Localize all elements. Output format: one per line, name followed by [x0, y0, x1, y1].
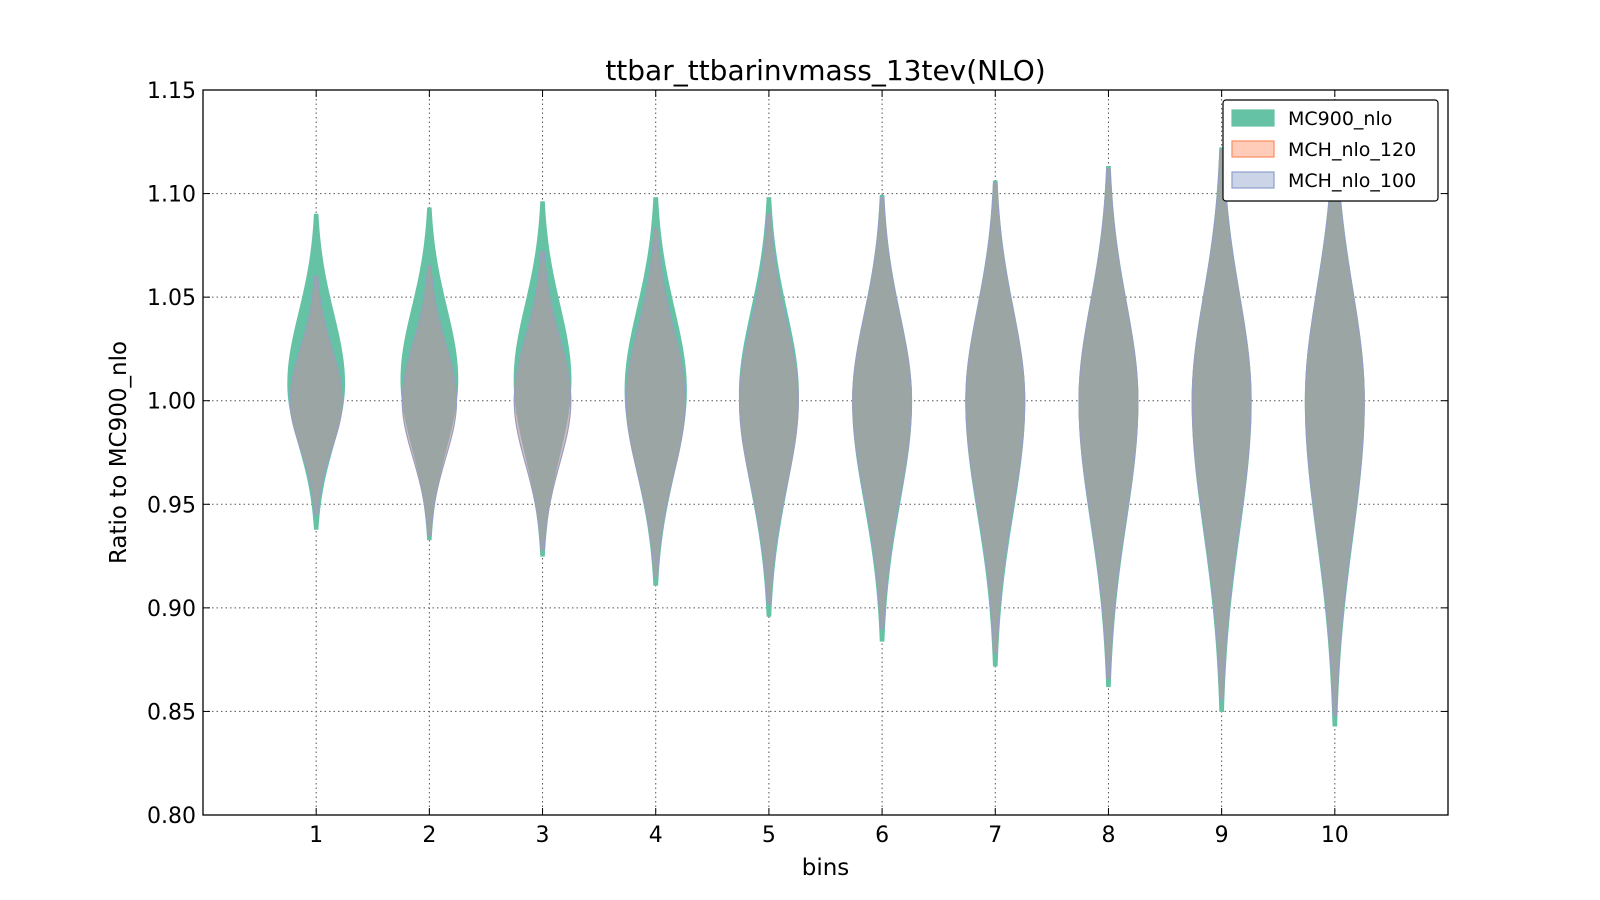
y-tick-label: 1.15 [147, 79, 196, 104]
violin-MC900_nlo-bin-7 [965, 180, 1026, 667]
x-tick-label: 1 [309, 823, 323, 848]
violin-MCH_nlo_100-bin-1 [289, 275, 343, 516]
x-tick-label: 6 [875, 823, 889, 848]
legend: MC900_nlo MCH_nlo_120 MCH_nlo_100 [1222, 99, 1439, 202]
legend-box [1222, 99, 1439, 202]
x-tick-label: 8 [1101, 823, 1115, 848]
series-MC900_nlo [287, 134, 1365, 727]
y-tick-label: 0.85 [147, 700, 196, 725]
y-axis-label: Ratio to MC900_nlo [106, 341, 132, 564]
y-tick-label: 1.05 [147, 286, 196, 311]
legend-swatch-MCH_nlo_120 [1231, 140, 1275, 158]
chart-title: ttbar_ttbarinvmass_13tev(NLO) [605, 54, 1045, 87]
y-tick-label: 1.10 [147, 183, 196, 208]
violin-MCH_nlo_100-bin-5 [739, 213, 799, 605]
x-tick-label: 7 [988, 823, 1002, 848]
violin-MCH_nlo_100-bin-9 [1191, 149, 1252, 700]
y-tick-label: 1.00 [147, 390, 196, 415]
violin-MCH_nlo_100-bin-4 [625, 228, 686, 578]
y-tick-label: 0.90 [147, 597, 196, 622]
axis-ticks: 0.80 0.85 0.90 0.95 1.00 1.05 1.10 1.15 1 2 3 4 5 6 7 8… [147, 79, 1448, 848]
series-MCH_nlo_100 [289, 137, 1365, 717]
x-tick-label: 3 [536, 823, 550, 848]
x-tick-label: 10 [1321, 823, 1349, 848]
x-tick-label: 9 [1215, 823, 1229, 848]
legend-swatch-MC900_nlo [1231, 109, 1275, 127]
violins [287, 134, 1365, 727]
legend-label-MCH_nlo_100: MCH_nlo_100 [1288, 170, 1416, 192]
violin-MCH_nlo_100-bin-6 [852, 197, 913, 630]
plot-area-frame [202, 89, 1449, 816]
violin-MC900_nlo-bin-9 [1191, 147, 1252, 713]
violin-MC900_nlo-bin-3 [513, 201, 572, 557]
violin-MCH_nlo_100-bin-8 [1078, 168, 1139, 679]
x-tick-label: 2 [422, 823, 436, 848]
x-axis-label: bins [802, 855, 850, 881]
y-tick-label: 0.80 [147, 804, 196, 829]
violin-MC900_nlo-bin-6 [852, 195, 913, 642]
legend-label-MC900_nlo: MC900_nlo [1288, 108, 1392, 130]
legend-swatch-MCH_nlo_100 [1231, 171, 1275, 189]
y-tick-label: 0.95 [147, 493, 196, 518]
x-tick-label: 5 [762, 823, 776, 848]
x-tick-label: 4 [649, 823, 663, 848]
violin-MCH_nlo_100-bin-2 [401, 265, 458, 536]
legend-label-MCH_nlo_120: MCH_nlo_120 [1288, 139, 1416, 161]
violin-MC900_nlo-bin-2 [400, 207, 459, 541]
violin-MCH_nlo_100-bin-3 [513, 251, 572, 551]
violin-MCH_nlo_100-bin-7 [965, 182, 1026, 654]
